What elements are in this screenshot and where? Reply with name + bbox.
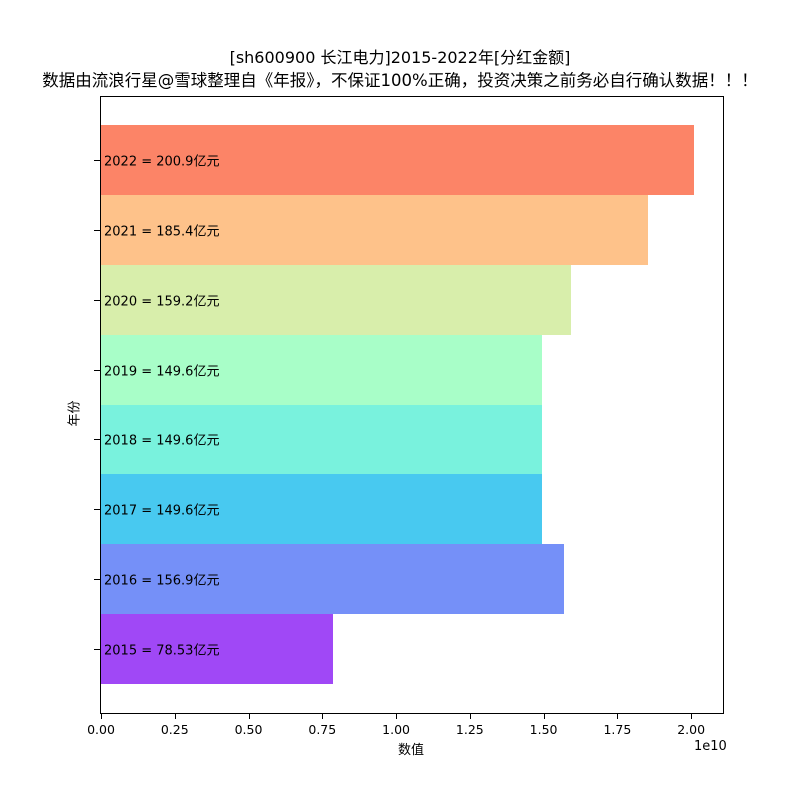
y-axis-label: 年份 <box>67 400 83 427</box>
x-tick-label-1.75: 1.75 <box>603 722 632 737</box>
y-tick-2016 <box>94 579 100 581</box>
x-tick-label-0.75: 0.75 <box>308 722 337 737</box>
y-tick-2022 <box>94 159 100 161</box>
bar-2018: 2018 = 149.6亿元 <box>101 404 543 475</box>
x-tick-label-0.00: 0.00 <box>87 722 115 737</box>
bar-2022: 2022 = 200.9亿元 <box>101 125 694 195</box>
x-tick-0.25 <box>174 714 176 719</box>
bar-label-2016: 2016 = 156.9亿元 <box>104 573 220 589</box>
x-axis-offset-text: 1e10 <box>694 739 727 754</box>
x-axis-label: 数值 <box>397 743 424 758</box>
bar-label-2018: 2018 = 149.6亿元 <box>104 433 220 449</box>
x-tick-label-1.00: 1.00 <box>382 722 410 737</box>
x-tick-2.00 <box>691 714 693 719</box>
x-tick-0.00 <box>101 714 102 719</box>
chart-subtitle: 数据由流浪行星@雪球整理自《年报》，不保证100%正确，投资决策之前务必自行确认… <box>42 71 758 90</box>
bar-label-2021: 2021 = 185.4亿元 <box>104 224 220 240</box>
bar-2015: 2015 = 78.53亿元 <box>101 614 333 684</box>
bar-2019: 2019 = 149.6亿元 <box>101 334 543 405</box>
bar-2021: 2021 = 185.4亿元 <box>101 194 649 265</box>
x-tick-label-1.50: 1.50 <box>529 722 558 737</box>
x-tick-1.25 <box>469 714 471 719</box>
plot-area: 2022 = 200.9亿元 2021 = 185.4亿元 2020 = 159.2… <box>87 96 724 737</box>
x-tick-label-0.25: 0.25 <box>160 722 189 737</box>
y-tick-2021 <box>94 229 100 231</box>
y-tick-2015 <box>94 649 100 651</box>
x-tick-label-2.00: 2.00 <box>677 722 706 737</box>
x-tick-1.75 <box>617 714 619 719</box>
x-tick-label-0.50: 0.50 <box>234 722 263 737</box>
chart-title: [sh600900 长江电力]2015-2022年[分红金额] <box>229 48 571 67</box>
bar-label-2017: 2017 = 149.6亿元 <box>104 503 220 519</box>
x-tick-0.50 <box>248 714 250 719</box>
bar-label-2020: 2020 = 159.2亿元 <box>104 294 220 310</box>
bar-label-2022: 2022 = 200.9亿元 <box>104 154 220 170</box>
x-tick-1.00 <box>396 714 398 719</box>
x-tick-label-1.25: 1.25 <box>455 722 484 737</box>
y-tick-2018 <box>94 439 100 441</box>
y-tick-2020 <box>94 299 100 301</box>
x-tick-0.75 <box>322 714 324 719</box>
x-tick-1.50 <box>543 714 545 719</box>
bar-2020: 2020 = 159.2亿元 <box>101 264 571 335</box>
y-tick-2017 <box>94 509 100 511</box>
bar-2017: 2017 = 149.6亿元 <box>101 474 543 545</box>
bar-label-2015: 2015 = 78.53亿元 <box>104 643 220 659</box>
bar-2016: 2016 = 156.9亿元 <box>101 544 564 615</box>
y-tick-2019 <box>94 369 100 371</box>
bar-label-2019: 2019 = 149.6亿元 <box>104 364 220 380</box>
